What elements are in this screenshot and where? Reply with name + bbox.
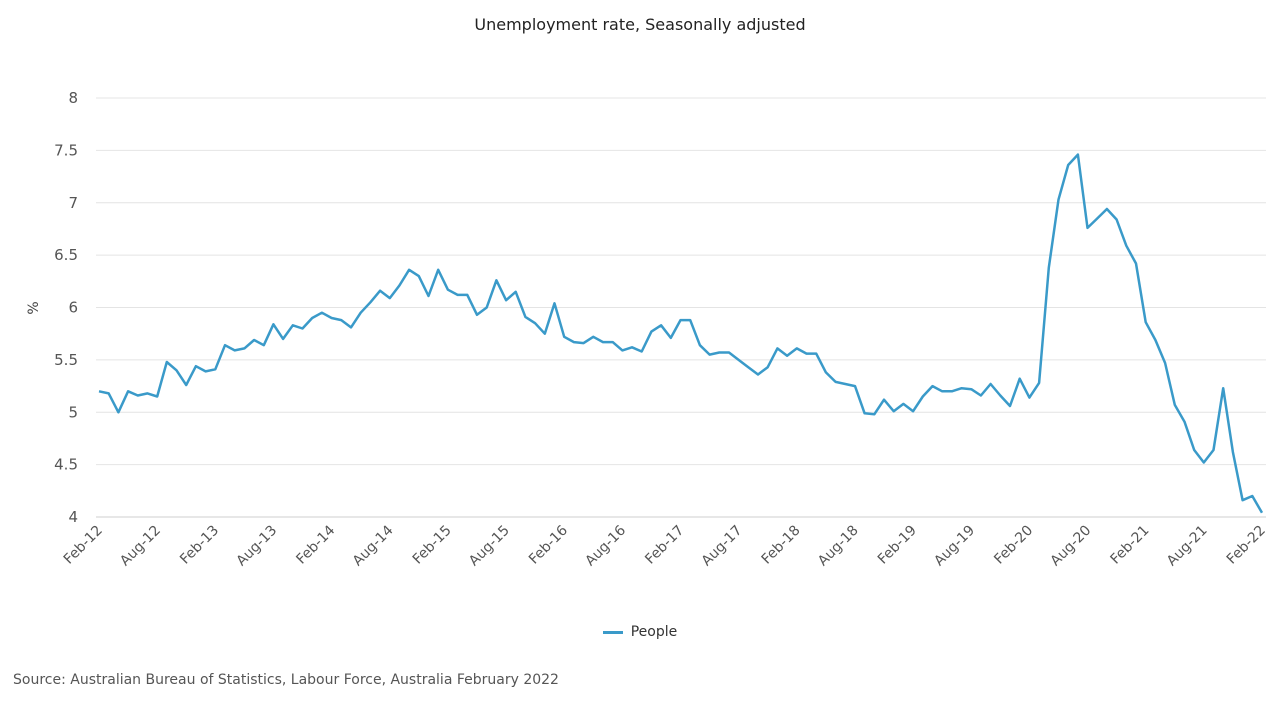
y-tick-label: 4.5 — [54, 456, 78, 474]
y-tick-label: 6.5 — [54, 246, 78, 264]
x-tick-label: Feb-16 — [526, 522, 571, 567]
x-tick-labels: Feb-12 Aug-12 Feb-13 Aug-13 Feb-14 Aug-14 Feb-… — [61, 522, 1269, 569]
x-tick-label: Feb-20 — [991, 523, 1036, 568]
chart-title: Unemployment rate, Seasonally adjusted — [474, 15, 806, 34]
x-tick-label: Feb-14 — [293, 522, 338, 567]
x-tick-label: Aug-18 — [815, 523, 862, 570]
x-tick-label: Feb-15 — [410, 523, 455, 568]
x-tick-label: Feb-13 — [177, 523, 222, 568]
series-line-people — [98, 153, 1264, 514]
y-tick-labels: 4 4.5 5 5.5 6 6.5 7 7.5 8 — [54, 89, 78, 526]
x-tick-label: Feb-22 — [1224, 523, 1269, 568]
legend-label: People — [630, 624, 678, 640]
legend-swatch — [602, 630, 623, 634]
x-tick-label: Aug-12 — [117, 523, 164, 570]
y-axis-label: % — [26, 301, 42, 314]
y-tick-label: 5 — [68, 403, 78, 421]
y-tick-label: 7 — [68, 194, 78, 212]
y-tick-label: 8 — [68, 89, 78, 107]
x-tick-label: Feb-21 — [1108, 523, 1153, 568]
x-tick-label: Aug-20 — [1048, 523, 1095, 570]
source-note: Source: Australian Bureau of Statistics,… — [13, 672, 559, 688]
y-tick-label: 4 — [68, 508, 78, 526]
x-tick-label: Feb-19 — [875, 523, 920, 568]
x-tick-label: Aug-19 — [931, 523, 978, 570]
y-tick-label: 5.5 — [54, 351, 78, 369]
x-tick-label: Aug-17 — [699, 523, 746, 570]
x-tick-label: Aug-15 — [466, 523, 513, 570]
gridlines — [96, 97, 1266, 518]
y-tick-label: 7.5 — [54, 141, 78, 159]
x-tick-label: Aug-16 — [582, 522, 629, 569]
x-tick-label: Aug-13 — [233, 523, 280, 570]
x-tick-label: Feb-12 — [61, 523, 106, 568]
legend: People — [0, 624, 1280, 640]
x-tick-label: Feb-18 — [759, 523, 804, 568]
y-tick-label: 6 — [68, 299, 78, 317]
series-people — [98, 153, 1264, 514]
x-tick-label: Aug-14 — [350, 522, 397, 569]
x-tick-label: Feb-17 — [642, 523, 687, 568]
x-tick-label: Aug-21 — [1164, 523, 1211, 570]
